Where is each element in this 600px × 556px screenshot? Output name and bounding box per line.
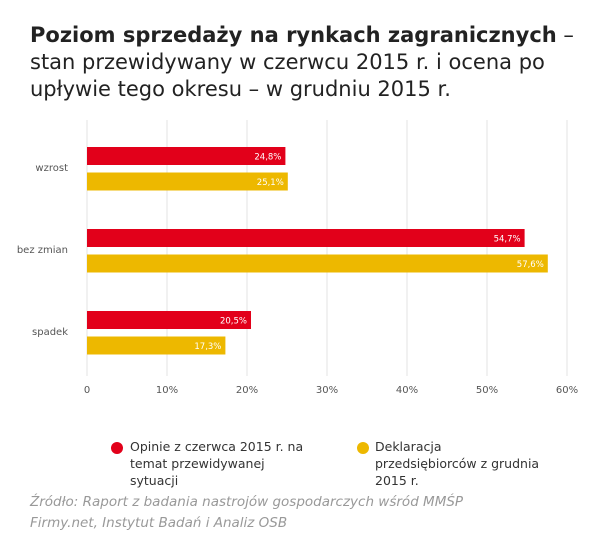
x-tick-label: 50%	[476, 385, 498, 396]
bar	[87, 172, 288, 191]
title-bold: Poziom sprzedaży na rynkach zagranicznyc…	[30, 23, 557, 47]
y-tick-label: bez zmian	[17, 245, 68, 256]
bar	[87, 147, 286, 165]
x-tick-label: 20%	[236, 385, 258, 396]
x-tick-label: 0	[84, 385, 90, 396]
value-label: 54,7%	[494, 235, 521, 245]
bar	[87, 311, 251, 329]
bar	[87, 336, 226, 355]
x-tick-label: 10%	[156, 385, 178, 396]
value-label: 24,8%	[254, 153, 281, 163]
value-label: 20,5%	[220, 317, 247, 327]
y-tick-label: spadek	[32, 327, 68, 338]
legend-swatch	[111, 442, 123, 454]
legend-label: Opinie z czerwca 2015 r. na temat przewi…	[130, 439, 304, 488]
source-note: Źródło: Raport z badania nastrojów gospo…	[30, 494, 464, 531]
chart-title: Poziom sprzedaży na rynkach zagranicznyc…	[30, 22, 575, 103]
bar	[87, 254, 548, 273]
value-label: 25,1%	[257, 178, 284, 188]
x-tick-label: 30%	[316, 385, 338, 396]
title-rest: – stan przewidywany w czerwcu 2015 r. i …	[30, 23, 574, 101]
bar	[87, 229, 525, 247]
x-tick-label: 60%	[556, 385, 578, 396]
value-label: 57,6%	[517, 260, 544, 270]
legend-swatch	[357, 442, 369, 454]
value-label: 17,3%	[194, 342, 221, 352]
x-tick-label: 40%	[396, 385, 418, 396]
legend-label: Deklaracja przedsiębiorców z grudnia 201…	[375, 439, 540, 488]
y-tick-label: wzrost	[35, 163, 68, 174]
